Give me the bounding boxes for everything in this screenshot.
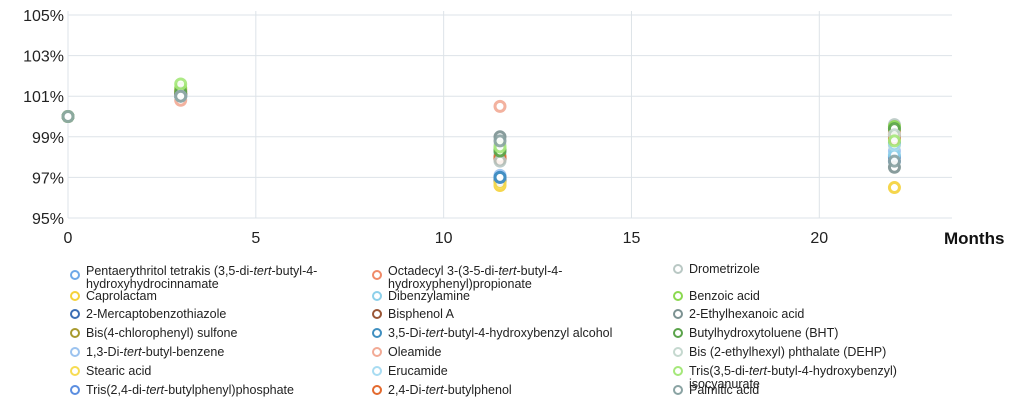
data-point bbox=[174, 89, 188, 103]
grid bbox=[67, 11, 952, 219]
legend-marker bbox=[372, 385, 382, 395]
legend-marker bbox=[70, 328, 80, 338]
legend-marker bbox=[70, 385, 80, 395]
data-point bbox=[493, 170, 507, 184]
y-tick-label: 105% bbox=[23, 8, 64, 25]
legend-marker bbox=[372, 309, 382, 319]
legend-marker bbox=[673, 309, 683, 319]
legend-item: Tris(3,5-di-tert-butyl-4-hydroxybenzyl) … bbox=[673, 365, 963, 391]
legend-label: Oleamide bbox=[388, 345, 442, 359]
data-point bbox=[61, 110, 75, 123]
legend-label: 1,3-Di-tert-butyl-benzene bbox=[86, 345, 225, 359]
legend-item: 1,3-Di-tert-butyl-benzene bbox=[70, 346, 360, 359]
y-tick-label: 101% bbox=[23, 89, 64, 106]
y-tick-label: 99% bbox=[32, 130, 64, 147]
legend-item: 2-Mercaptobenzothiazole bbox=[70, 308, 360, 321]
legend-label: 2-Ethylhexanoic acid bbox=[689, 307, 805, 321]
legend-item: Dibenzylamine bbox=[372, 290, 662, 303]
legend-item: Drometrizole bbox=[673, 263, 963, 276]
legend-item: Butylhydroxytoluene (BHT) bbox=[673, 327, 963, 340]
scatter-chart: 95% 97% 99% 101% 103% 105% 0 5 10 15 20 Months bbox=[23, 8, 1004, 248]
legend-marker bbox=[673, 291, 683, 301]
legend-marker bbox=[372, 291, 382, 301]
legend-item: Stearic acid bbox=[70, 365, 360, 378]
legend-label: Dibenzylamine bbox=[388, 289, 470, 303]
legend-marker bbox=[673, 347, 683, 357]
legend-marker bbox=[70, 347, 80, 357]
legend-marker bbox=[70, 291, 80, 301]
legend-marker bbox=[673, 328, 683, 338]
legend-label: 2,4-Di-tert-butylphenol bbox=[388, 383, 512, 397]
legend-label: Drometrizole bbox=[689, 262, 760, 276]
x-tick-label: 5 bbox=[251, 230, 260, 247]
legend-label: 3,5-Di-tert-butyl-4-hydroxybenzyl alcoho… bbox=[388, 326, 613, 340]
legend-item: Erucamide bbox=[372, 365, 662, 378]
legend-label: Tris(2,4-di-tert-butylphenyl)phosphate bbox=[86, 383, 294, 397]
legend-label: Pentaerythritol tetrakis (3,5-di-tert-bu… bbox=[86, 264, 318, 291]
data-point bbox=[493, 154, 507, 168]
data-point bbox=[174, 77, 188, 91]
y-tick-label: 95% bbox=[32, 211, 64, 228]
x-tick-label: 10 bbox=[435, 230, 453, 247]
legend-label: Bisphenol A bbox=[388, 307, 455, 321]
legend-label: Butylhydroxytoluene (BHT) bbox=[689, 326, 839, 340]
legend-label: Caprolactam bbox=[86, 289, 157, 303]
legend-marker bbox=[372, 366, 382, 376]
legend-marker bbox=[70, 270, 80, 280]
legend-marker bbox=[673, 385, 683, 395]
legend-item: Palmitic acid bbox=[673, 384, 963, 397]
data-point bbox=[493, 99, 507, 113]
legend-item: Bis (2-ethylhexyl) phthalate (DEHP) bbox=[673, 346, 963, 359]
x-tick-label: 20 bbox=[810, 230, 828, 247]
legend-label: Stearic acid bbox=[86, 364, 152, 378]
axis-ticks: 95% 97% 99% 101% 103% 105% 0 5 10 15 20 bbox=[23, 8, 828, 247]
legend-marker bbox=[372, 328, 382, 338]
legend-item: 2,4-Di-tert-butylphenol bbox=[372, 384, 662, 397]
legend-item: Octadecyl 3-(3-5-di-tert-butyl-4-hydroxy… bbox=[372, 265, 662, 291]
legend-label: 2-Mercaptobenzothiazole bbox=[86, 307, 227, 321]
legend-item: Benzoic acid bbox=[673, 290, 963, 303]
legend-marker bbox=[372, 270, 382, 280]
legend-item: 2-Ethylhexanoic acid bbox=[673, 308, 963, 321]
legend-marker bbox=[70, 366, 80, 376]
legend-label: Benzoic acid bbox=[689, 289, 760, 303]
y-tick-label: 97% bbox=[32, 170, 64, 187]
legend-label: Tris(3,5-di-tert-butyl-4-hydroxybenzyl) … bbox=[689, 364, 897, 391]
legend-item: Tris(2,4-di-tert-butylphenyl)phosphate bbox=[70, 384, 360, 397]
legend-marker bbox=[673, 264, 683, 274]
legend-marker bbox=[372, 347, 382, 357]
legend-marker bbox=[70, 309, 80, 319]
legend-item: Oleamide bbox=[372, 346, 662, 359]
data-point bbox=[493, 134, 507, 148]
legend-label: Bis(4-chlorophenyl) sulfone bbox=[86, 326, 238, 340]
y-tick-label: 103% bbox=[23, 49, 64, 66]
legend-item: Bis(4-chlorophenyl) sulfone bbox=[70, 327, 360, 340]
data-point bbox=[887, 134, 901, 148]
data-point bbox=[887, 181, 901, 195]
x-tick-label: 0 bbox=[64, 230, 73, 247]
data-point bbox=[887, 154, 901, 168]
legend-item: Pentaerythritol tetrakis (3,5-di-tert-bu… bbox=[70, 265, 360, 291]
legend-marker bbox=[673, 366, 683, 376]
legend-label: Bis (2-ethylhexyl) phthalate (DEHP) bbox=[689, 345, 887, 359]
legend-item: 3,5-Di-tert-butyl-4-hydroxybenzyl alcoho… bbox=[372, 327, 662, 340]
x-axis-title: Months bbox=[944, 229, 1004, 248]
legend-label: Erucamide bbox=[388, 364, 448, 378]
legend-item: Caprolactam bbox=[70, 290, 360, 303]
legend-label: Octadecyl 3-(3-5-di-tert-butyl-4-hydroxy… bbox=[388, 264, 563, 291]
x-tick-label: 15 bbox=[623, 230, 641, 247]
data-points bbox=[61, 77, 901, 195]
legend-label: Palmitic acid bbox=[689, 383, 760, 397]
legend-item: Bisphenol A bbox=[372, 308, 662, 321]
